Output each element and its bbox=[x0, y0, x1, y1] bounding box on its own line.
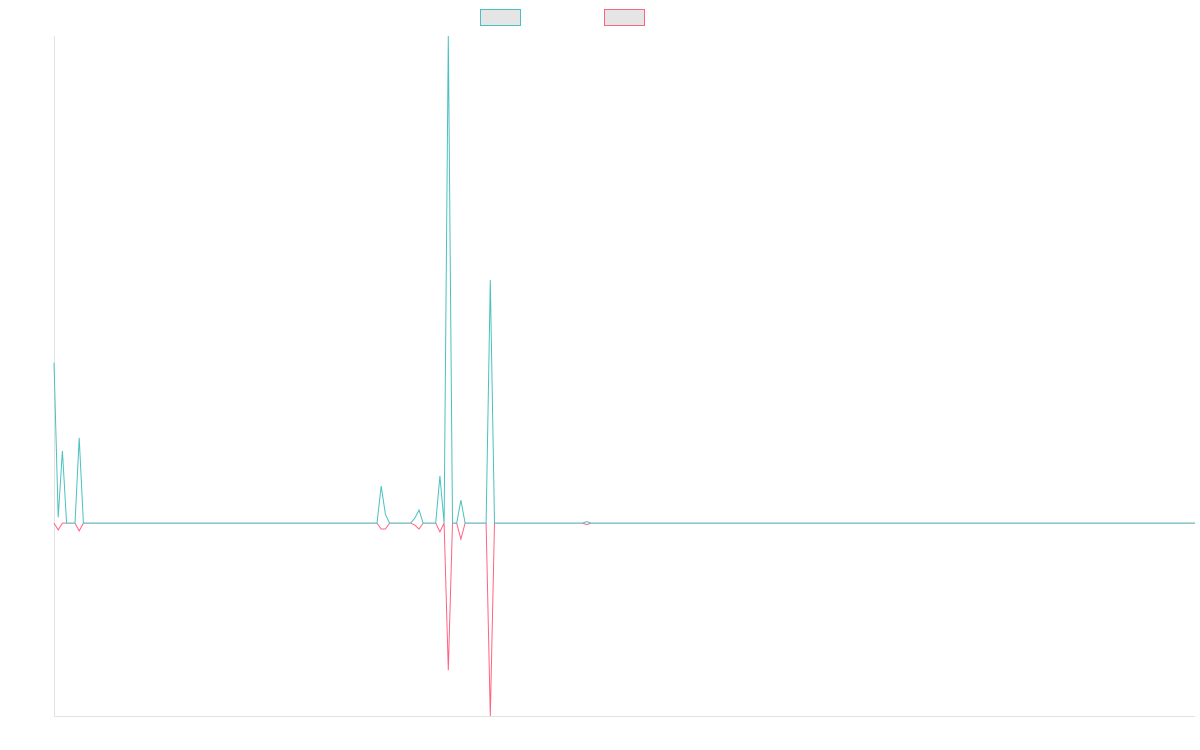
series-1 bbox=[53, 522, 1195, 717]
series-line bbox=[53, 35, 1195, 524]
legend-swatch-0[interactable] bbox=[480, 9, 521, 26]
legend bbox=[480, 9, 645, 26]
series-layer bbox=[53, 35, 1195, 717]
legend-swatch-1[interactable] bbox=[604, 9, 645, 26]
series-0 bbox=[53, 35, 1195, 524]
series-line bbox=[53, 522, 1195, 717]
